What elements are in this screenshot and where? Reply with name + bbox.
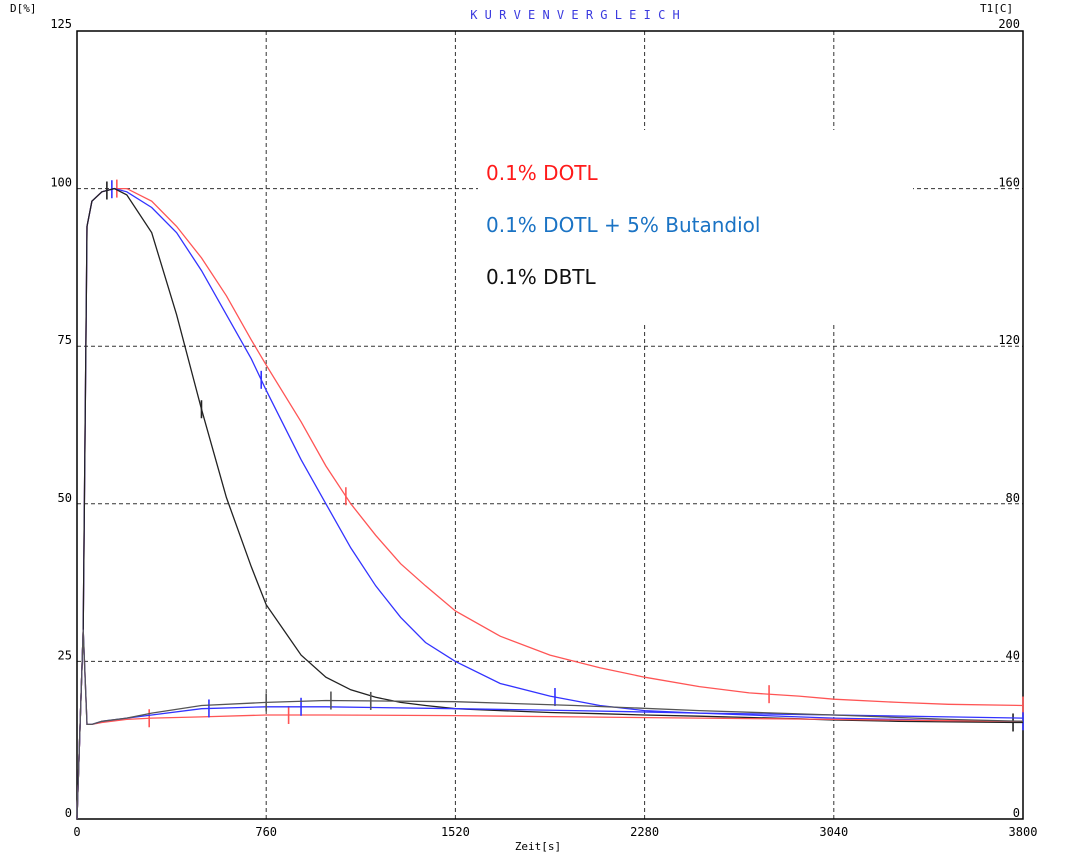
- tick-labels: 0 760 1520 2280 3040 3800 0 25 50 75 100 125 0 40 80 12…: [50, 17, 1037, 839]
- x-tick-label: 760: [255, 825, 277, 839]
- x-tick-label: 3040: [819, 825, 848, 839]
- x-tick-label: 0: [73, 825, 80, 839]
- y-right-tick-label: 80: [1006, 491, 1020, 505]
- plot-frame: [76, 30, 1024, 820]
- series-line: [76, 187, 1024, 820]
- legend-entry: 0.1% DOTL + 5% Butandiol: [486, 213, 760, 237]
- x-tick-label: 1520: [441, 825, 470, 839]
- legend-background: [478, 130, 913, 325]
- y-right-tick-label: 200: [998, 17, 1020, 31]
- y-left-tick-label: 25: [58, 648, 72, 662]
- y-left-tick-label: 100: [50, 176, 72, 190]
- legend-entry: 0.1% DOTL: [486, 161, 599, 185]
- y-left-axis-label: D[%]: [10, 2, 37, 15]
- y-left-tick-label: 75: [58, 333, 72, 347]
- y-left-tick-label: 125: [50, 17, 72, 31]
- y-left-tick-label: 0: [65, 806, 72, 820]
- series-line: [76, 629, 1024, 820]
- y-right-axis-label: T1[C]: [980, 2, 1013, 15]
- y-right-tick-label: 0: [1013, 806, 1020, 820]
- chart-title: K U R V E N V E R G L E I C H: [470, 8, 680, 22]
- x-tick-label: 2280: [630, 825, 659, 839]
- y-right-tick-label: 40: [1006, 648, 1020, 662]
- series-line: [76, 629, 1024, 820]
- y-right-tick-label: 160: [998, 176, 1020, 190]
- x-tick-label: 3800: [1009, 825, 1038, 839]
- y-right-tick-label: 120: [998, 333, 1020, 347]
- legend: 0.1% DOTL 0.1% DOTL + 5% Butandiol 0.1% DB…: [478, 130, 913, 325]
- x-axis-label: Zeit[s]: [515, 840, 561, 853]
- legend-entry: 0.1% DBTL: [486, 265, 597, 289]
- series-layer: [76, 179, 1024, 820]
- y-left-tick-label: 50: [58, 491, 72, 505]
- series-line: [76, 629, 1024, 820]
